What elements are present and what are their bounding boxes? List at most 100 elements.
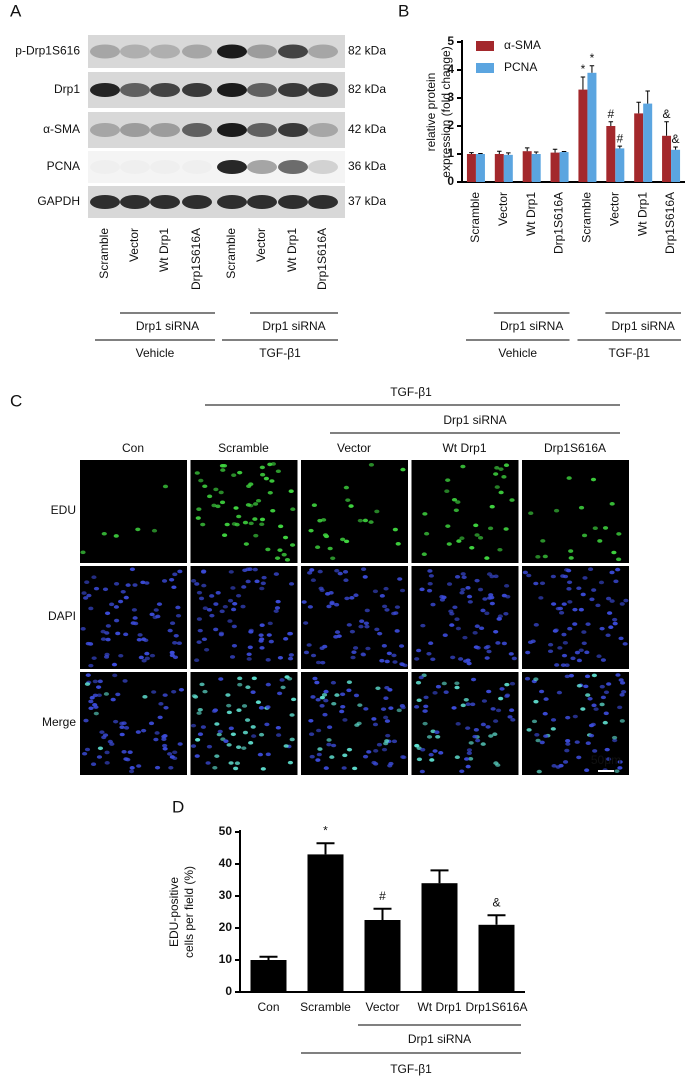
nucleus xyxy=(566,580,573,585)
nucleus xyxy=(473,728,479,732)
nucleus xyxy=(384,608,390,612)
nucleus xyxy=(83,596,89,600)
nucleus xyxy=(125,583,131,587)
nucleus xyxy=(362,754,369,759)
nucleus xyxy=(245,503,252,507)
blot-band xyxy=(182,44,212,59)
nucleus xyxy=(591,673,597,678)
nucleus xyxy=(237,676,243,681)
nucleus xyxy=(469,545,475,550)
nucleus xyxy=(288,489,294,493)
nucleus xyxy=(244,718,251,722)
nucleus xyxy=(574,650,581,655)
nucleus xyxy=(394,605,401,609)
nucleus xyxy=(423,704,429,709)
nucleus xyxy=(533,699,539,704)
nucleus xyxy=(585,741,591,745)
nucleus xyxy=(618,636,624,641)
nucleus xyxy=(543,697,549,701)
nucleus xyxy=(329,600,335,605)
nucleus xyxy=(394,629,400,633)
nucleus xyxy=(416,698,422,703)
nucleus xyxy=(323,698,329,703)
nucleus xyxy=(470,677,477,682)
nucleus xyxy=(316,728,322,733)
nucleus xyxy=(396,708,402,713)
nucleus xyxy=(578,607,584,612)
nucleus xyxy=(105,624,111,628)
nucleus xyxy=(264,722,270,727)
protein-label: PCNA xyxy=(47,159,80,173)
blot-band xyxy=(182,83,212,97)
y-tick-label: 30 xyxy=(219,888,233,902)
nucleus xyxy=(620,681,626,685)
nucleus xyxy=(605,757,612,761)
nucleus xyxy=(454,685,460,690)
nucleus xyxy=(602,526,609,530)
nucleus xyxy=(153,608,159,612)
nucleus xyxy=(172,750,178,755)
nucleus xyxy=(466,751,472,755)
nucleus xyxy=(333,635,339,639)
error-bar xyxy=(589,65,595,73)
nucleus xyxy=(420,623,426,628)
nucleus xyxy=(242,520,249,525)
error-bar xyxy=(608,121,614,126)
nucleus xyxy=(467,600,473,604)
nucleus xyxy=(414,657,420,661)
nucleus xyxy=(386,651,392,656)
nucleus xyxy=(230,586,236,590)
nucleus xyxy=(617,766,623,770)
nucleus xyxy=(420,747,426,752)
nucleus xyxy=(317,569,323,574)
blot-band xyxy=(247,83,277,97)
nucleus xyxy=(353,693,360,698)
nucleus xyxy=(443,690,449,694)
nucleus xyxy=(427,581,433,586)
nucleus xyxy=(533,623,539,627)
y-tick-label: 2 xyxy=(447,118,454,132)
nucleus xyxy=(346,623,352,627)
nucleus xyxy=(259,522,265,527)
nucleus xyxy=(454,755,460,760)
nucleus xyxy=(344,596,350,601)
nucleus xyxy=(110,697,116,702)
nucleus xyxy=(493,472,499,476)
nucleus xyxy=(215,591,221,595)
bar xyxy=(662,135,672,182)
nucleus xyxy=(593,707,599,711)
nucleus xyxy=(484,656,490,660)
nucleus xyxy=(415,680,422,685)
nucleus xyxy=(162,734,168,738)
nucleus xyxy=(172,756,178,761)
nucleus xyxy=(172,572,178,577)
bar xyxy=(421,883,458,992)
nucleus xyxy=(274,556,281,560)
nucleus xyxy=(113,581,120,586)
nucleus xyxy=(100,637,107,641)
nucleus xyxy=(419,769,425,774)
nucleus xyxy=(492,732,498,737)
significance-marker: # xyxy=(616,131,623,145)
nucleus xyxy=(200,570,207,574)
lane-label: Scramble xyxy=(97,228,111,279)
nucleus xyxy=(171,585,177,590)
bar xyxy=(478,924,515,992)
nucleus xyxy=(287,676,293,681)
nucleus xyxy=(493,574,499,579)
nucleus xyxy=(123,595,129,600)
nucleus xyxy=(327,725,333,729)
nucleus xyxy=(340,692,346,697)
nucleus xyxy=(88,699,94,704)
nucleus xyxy=(578,505,585,510)
nucleus xyxy=(604,747,610,752)
nucleus xyxy=(287,656,294,661)
nucleus xyxy=(374,627,380,632)
group-label: TGF-β1 xyxy=(608,346,650,360)
nucleus xyxy=(263,476,269,481)
nucleus xyxy=(352,646,359,650)
nucleus xyxy=(383,696,389,700)
nucleus xyxy=(547,649,554,654)
bar xyxy=(307,854,344,992)
nucleus xyxy=(488,734,494,738)
